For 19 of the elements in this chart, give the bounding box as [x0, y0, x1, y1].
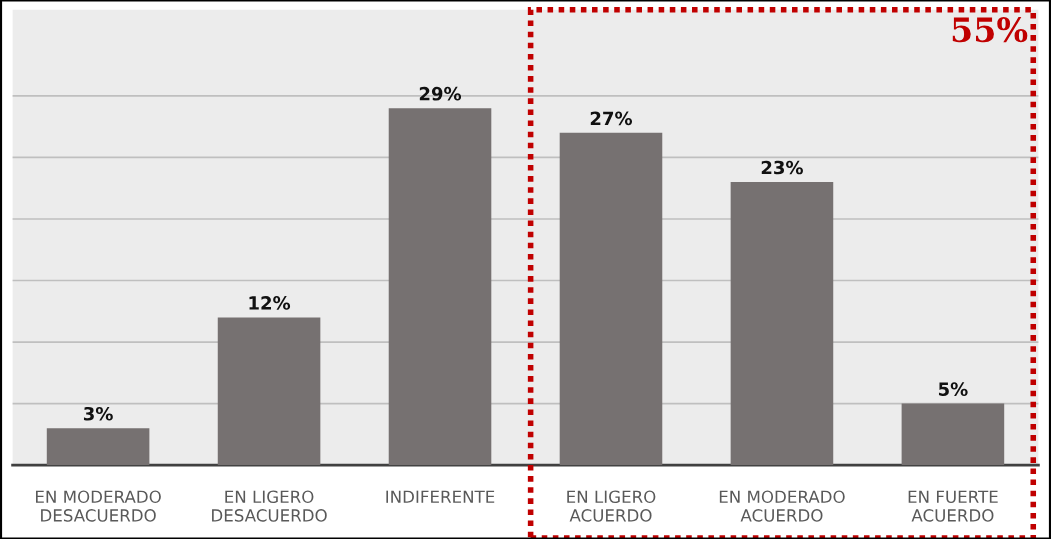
x-tick-label: EN MODERADO DESACUERDO	[36, 490, 161, 522]
data-label: 5%	[938, 382, 968, 396]
bar	[730, 182, 834, 466]
annotation: 55%	[952, 17, 1028, 43]
data-label: 27%	[590, 111, 633, 126]
bar	[559, 132, 663, 466]
x-tick-label: EN LIGERO ACUERDO	[567, 490, 656, 522]
bar	[388, 108, 492, 466]
bar	[901, 403, 1005, 466]
bar	[46, 428, 150, 466]
data-label: 29%	[419, 86, 462, 101]
x-tick-label: INDIFERENTE	[386, 490, 495, 503]
data-label: 23%	[761, 160, 803, 175]
x-tick-label: EN FUERTE ACUERDO	[908, 490, 998, 522]
data-label: 12%	[249, 296, 291, 310]
bar	[217, 317, 321, 466]
x-tick-label: EN LIGERO DESACUERDO	[212, 490, 327, 522]
data-label: 3%	[83, 406, 113, 421]
x-tick-label: EN MODERADO ACUERDO	[719, 490, 845, 522]
